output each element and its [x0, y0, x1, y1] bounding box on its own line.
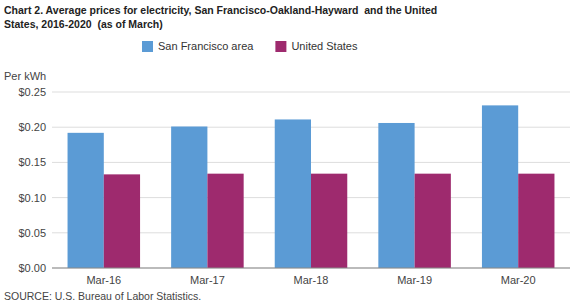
bar: [275, 119, 311, 268]
y-tick-label: $0.05: [18, 227, 46, 239]
bars: [68, 105, 555, 268]
legend-label: United States: [291, 40, 358, 52]
bar: [482, 105, 518, 268]
legend: San Francisco area United States: [142, 40, 358, 52]
bar: [311, 174, 347, 268]
legend-swatch: [142, 41, 153, 52]
x-tick-label: Mar-18: [294, 274, 329, 286]
bar: [378, 123, 414, 268]
bar: [207, 174, 243, 268]
y-tick-label: $0.25: [18, 86, 46, 98]
grid-line: [52, 92, 570, 93]
subtitle: States, 2016-2020 (as of March): [4, 18, 163, 30]
annotation: SOURCE: U.S. Bureau of Labor Statistics.: [4, 290, 201, 302]
chart: Chart 2. Average prices for electricity,…: [0, 0, 579, 306]
y-tick-label: $0.20: [18, 121, 46, 133]
x-tick-label: Mar-16: [86, 274, 121, 286]
title: Chart 2. Average prices for electricity,…: [4, 4, 437, 16]
x-axis: [52, 268, 570, 269]
bar: [104, 174, 140, 268]
bar: [171, 126, 207, 268]
x-tick-label: Mar-19: [397, 274, 432, 286]
x-tick-label: Mar-20: [501, 274, 536, 286]
y-tick-label: $0.10: [18, 192, 46, 204]
legend-label: San Francisco area: [158, 40, 254, 52]
y-tick-label: $0.15: [18, 156, 46, 168]
bar: [415, 174, 451, 268]
y-axis-label: Per kWh: [4, 70, 46, 82]
x-tick-label: Mar-17: [190, 274, 225, 286]
grid-line: [52, 268, 570, 269]
bar: [68, 133, 104, 268]
bar: [518, 174, 554, 268]
y-tick-label: $0.00: [18, 262, 46, 274]
legend-swatch: [275, 41, 286, 52]
